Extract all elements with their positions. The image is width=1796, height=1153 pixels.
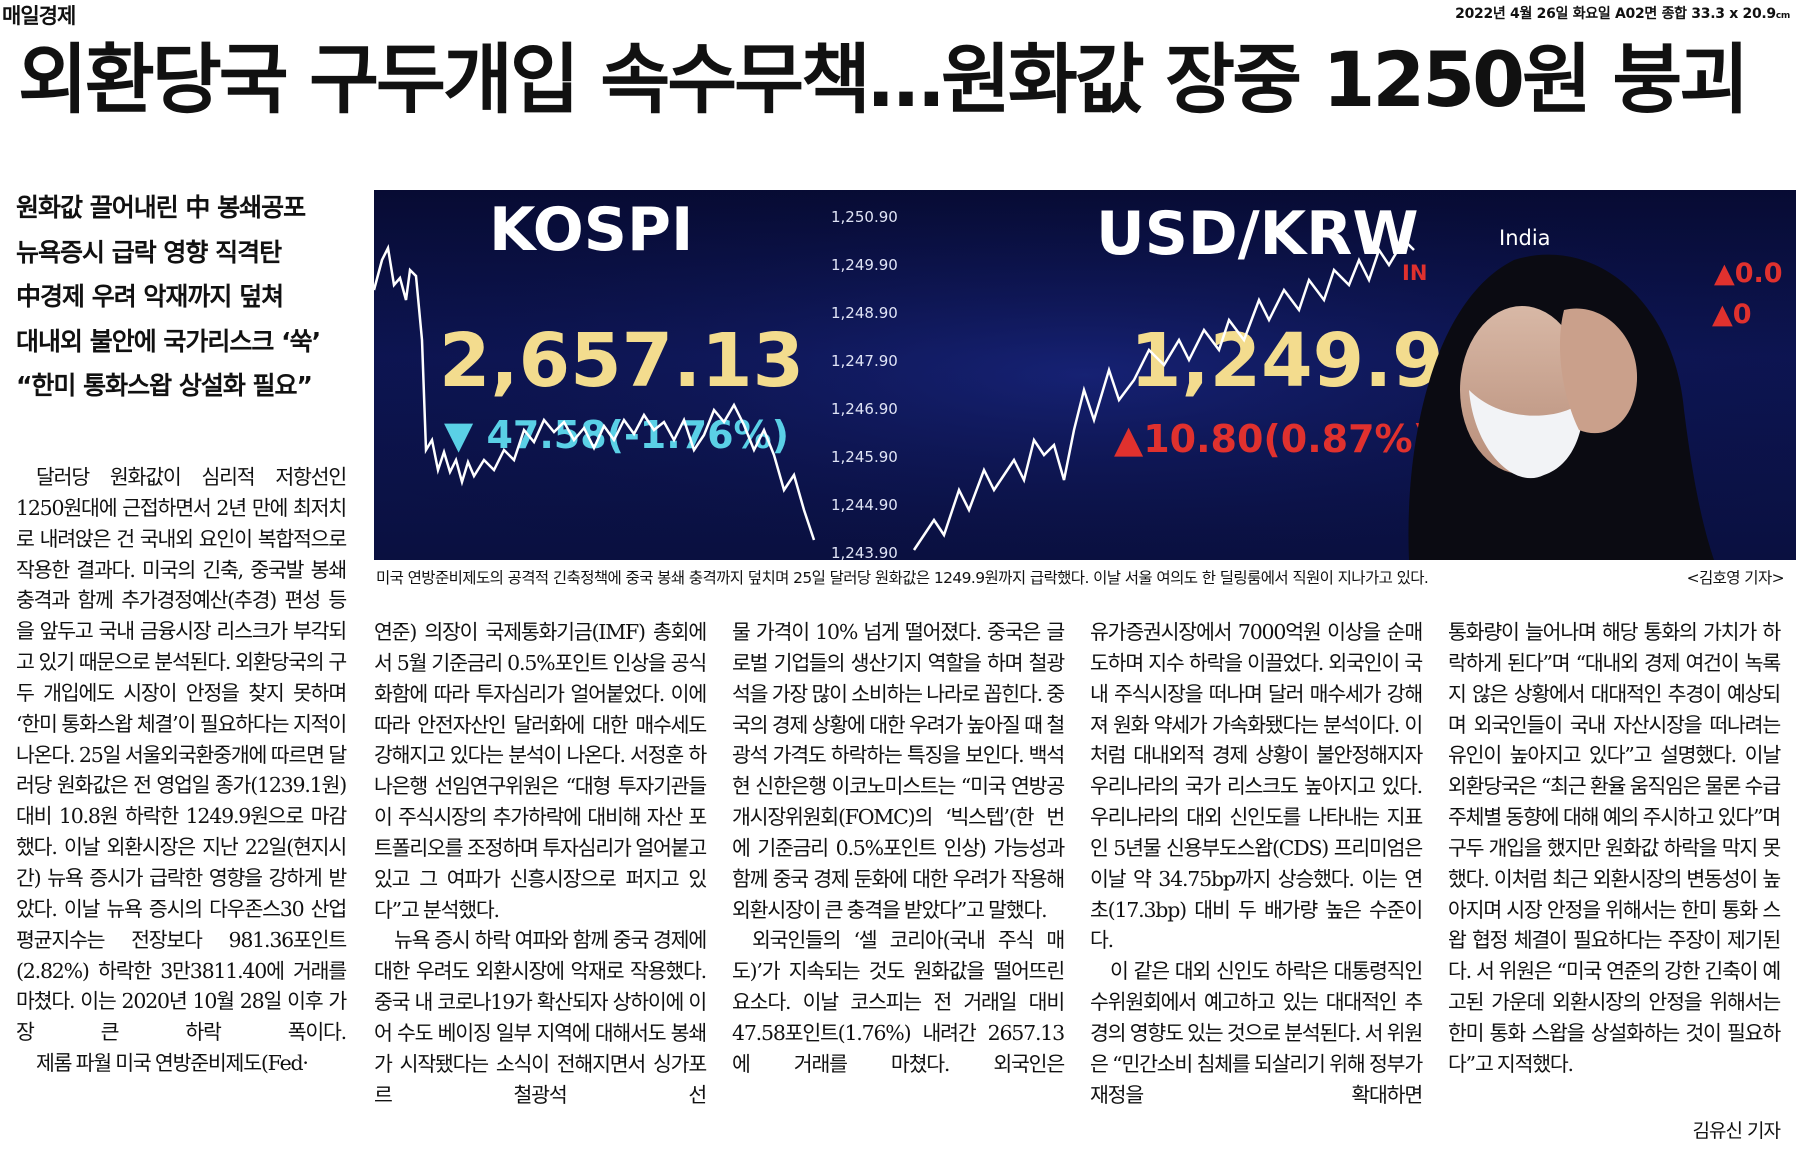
axis-tick-1: 1,250.90	[831, 208, 898, 226]
photo-caption: 미국 연방준비제도의 공격적 긴축정책에 중국 봉쇄 충격까지 덮치며 25일 …	[376, 566, 1792, 592]
headline: 외환당국 구두개입 속수무책…원화값 장중 1250원 붕괴	[18, 35, 1749, 124]
usdkrw-label: USD/KRW	[1096, 199, 1419, 269]
subhead-5: “한미 통화스왑 상설화 필요”	[16, 371, 313, 400]
y-axis-ticks: 1,250.90 1,249.90 1,248.90 1,247.90 1,24…	[831, 208, 898, 560]
usdkrw-change: ▲10.80(0.87%)	[1114, 417, 1430, 461]
paragraph: 이 같은 대외 신인도 하락은 대통령직인수위원회에서 예고하고 있는 대대적인…	[1090, 959, 1423, 1107]
dateline: 2022년 4월 26일 화요일 A02면 종합 33.3 x 20.9cm	[1455, 3, 1790, 23]
axis-tick-2: 1,249.90	[831, 256, 898, 274]
paragraph: 외국인들의 ‘셀 코리아(국내 주식 매도)’가 지속되는 것도 원화값을 떨어…	[732, 928, 1065, 1076]
side-value-1: ▲0.0	[1714, 258, 1783, 289]
newspaper-logo: 매일경제	[2, 4, 76, 28]
kospi-value: 2,657.13	[439, 318, 804, 404]
subhead-3: 中경제 우려 악재까지 덮쳐	[16, 282, 284, 311]
photo-credit: <김호영 기자>	[1686, 569, 1785, 587]
kospi-label: KOSPI	[489, 195, 693, 265]
paragraph: 물 가격이 10% 넘게 떨어졌다. 중국은 글로벌 기업들의 생산기지 역할을…	[732, 620, 1065, 922]
paragraph: 달러당 원화값이 심리적 저항선인 1250원대에 근접하면서 2년 만에 최저…	[16, 465, 347, 1045]
dealing-room-board: KOSPI 2,657.13 ▼ 47.58(-1.76%) 1,250.90 …	[374, 190, 1796, 560]
subhead-1: 원화값 끌어내린 中 봉쇄공포	[16, 193, 306, 222]
paragraph: 제롬 파월 미국 연방준비제도(Fed·	[36, 1051, 309, 1076]
article-column-5: 통화량이 늘어나며 해당 통화의 가치가 하락하게 된다”며 “대내외 경제 여…	[1448, 617, 1781, 1080]
axis-tick-3: 1,248.90	[831, 304, 898, 322]
byline: 김유신 기자	[1692, 1120, 1781, 1142]
dateline-text: 2022년 4월 26일 화요일 A02면 종합 33.3 x 20.9	[1455, 6, 1776, 22]
caption-text: 미국 연방준비제도의 공격적 긴축정책에 중국 봉쇄 충격까지 덮치며 25일 …	[376, 569, 1429, 587]
article-column-1: 달러당 원화값이 심리적 저항선인 1250원대에 근접하면서 2년 만에 최저…	[16, 462, 347, 1079]
axis-tick-4: 1,247.90	[831, 352, 898, 370]
side-label-partial: IN	[1402, 261, 1427, 285]
kospi-line	[374, 243, 816, 541]
worker-figure	[1408, 254, 1714, 560]
usdkrw-line	[912, 237, 1415, 551]
face-mask	[1469, 390, 1584, 479]
subheads: 원화값 끌어내린 中 봉쇄공포 뉴욕증시 급락 영향 직격탄 中경제 우려 악재…	[16, 186, 361, 409]
axis-tick-7: 1,244.90	[831, 496, 898, 514]
article-column-3: 물 가격이 10% 넘게 떨어졌다. 중국은 글로벌 기업들의 생산기지 역할을…	[732, 617, 1065, 1080]
paragraph: 연준) 의장이 국제통화기금(IMF) 총회에서 5월 기준금리 0.5%포인트…	[374, 620, 707, 922]
paragraph: 뉴욕 증시 하락 여파와 함께 중국 경제에 대한 우려도 외환시장에 악재로 …	[374, 928, 707, 1107]
paragraph: 유가증권시장에서 7000억원 이상을 순매도하며 지수 하락을 이끌었다. 외…	[1090, 620, 1423, 953]
usdkrw-value: 1,249.9	[1130, 318, 1444, 404]
dateline-unit: cm	[1775, 11, 1790, 21]
subhead-2: 뉴욕증시 급락 영향 직격탄	[16, 237, 282, 267]
subhead-4: 대내외 불안에 국가리스크 ‘쑥’	[16, 326, 321, 356]
side-label: India	[1499, 226, 1551, 250]
article-column-2: 연준) 의장이 국제통화기금(IMF) 총회에서 5월 기준금리 0.5%포인트…	[374, 617, 707, 1111]
axis-tick-8: 1,243.90	[831, 544, 898, 560]
axis-tick-5: 1,246.90	[831, 400, 898, 418]
hand	[1559, 308, 1638, 434]
masthead: 매일경제 2022년 4월 26일 화요일 A02면 종합 33.3 x 20.…	[0, 0, 1796, 28]
paragraph: 통화량이 늘어나며 해당 통화의 가치가 하락하게 된다”며 “대내외 경제 여…	[1448, 620, 1781, 1076]
article-column-4: 유가증권시장에서 7000억원 이상을 순매도하며 지수 하락을 이끌었다. 외…	[1090, 617, 1423, 1111]
side-value-2: ▲0	[1712, 299, 1752, 330]
axis-tick-6: 1,245.90	[831, 448, 898, 466]
news-photo: KOSPI 2,657.13 ▼ 47.58(-1.76%) 1,250.90 …	[374, 190, 1796, 560]
